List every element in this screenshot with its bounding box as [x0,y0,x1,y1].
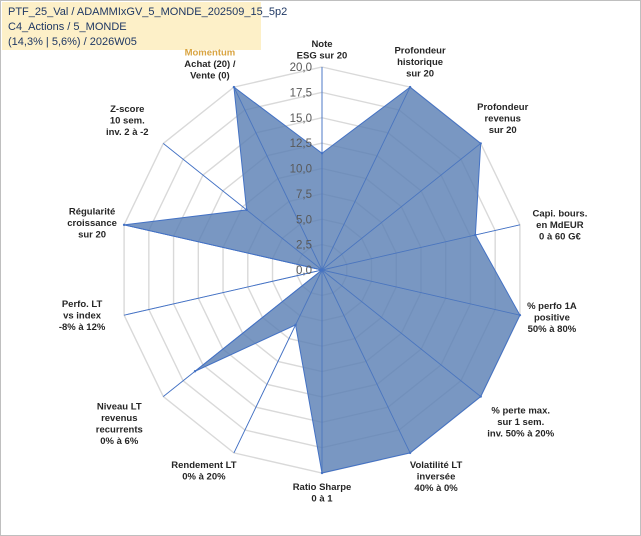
data-point [474,233,477,237]
portfolio-name: PTF_25_Val / ADAMMIxGV_5_MONDE_202509_15… [8,6,288,18]
radar-spoke-overlay [163,269,323,397]
category-label: Volatilité LT [410,460,463,471]
category-label: croissance [67,218,117,229]
category-label: -8% à 12% [59,322,106,333]
radar-spoke-overlay [321,143,481,271]
category-label: inv. 2 à -2 [106,127,149,138]
radar-series [122,67,522,475]
data-point [245,208,248,212]
category-label: Régularité [69,207,115,218]
category-label: Note [311,39,332,50]
tick-label: 17,5 [290,87,312,99]
category-label: vs index [63,310,102,321]
category-label: 10 sem. [110,115,145,126]
category-label: sur 20 [406,69,434,80]
category-label: Z-score [110,104,144,115]
radar-spoke-overlay [321,269,481,397]
category-label: historique [397,57,443,68]
tick-label: 15,0 [290,113,312,125]
data-point [294,323,297,327]
data-point [479,395,482,398]
tick-label: 20,0 [290,62,312,74]
category-label: 0% à 20% [182,471,226,482]
asset-class: C4_Actions / 5_MONDE [8,21,127,33]
category-label: 0 à 60 G€ [539,232,581,243]
data-point [193,370,197,373]
tick-label: 2,5 [296,240,312,252]
category-label: sur 1 sem. [497,417,544,428]
category-label: Profondeur [394,46,445,57]
category-label: 50% à 80% [528,324,577,335]
radar-spoke-overlay [321,86,411,271]
data-point [408,451,412,455]
category-label: Perfo. LT [62,299,103,310]
radar-spoke-overlay [321,269,411,454]
radial-tick-labels: 0,0 2,5 5,0 7,5 10,0 12,5 15,0 17,5 20,0 [290,62,312,277]
category-label: Niveau LT [97,402,142,413]
tick-label: 10,0 [290,164,312,176]
category-label: recurrents [96,425,143,436]
radar-spoke-overlay [233,269,323,454]
category-label: Profondeur [477,102,528,113]
category-label: Capi. bours. [532,209,587,220]
data-point [408,85,412,89]
category-label: 0 à 1 [311,494,333,505]
radar-spoke-overlay [124,224,323,271]
radar-spoke-overlay [124,269,323,316]
tick-label: 0,0 [296,265,312,277]
data-point [122,223,126,227]
radar-spoke-overlay [163,143,323,271]
tick-label: 12,5 [290,138,312,150]
category-label: sur 20 [489,125,517,136]
category-label: sur 20 [78,230,106,241]
tick-label: 7,5 [296,189,312,201]
category-label: revenus [101,413,137,424]
category-label: 0% à 6% [100,436,139,447]
radar-spoke-overlay [321,224,520,271]
category-label: % perte max. [491,406,550,417]
category-label: revenus [484,113,520,124]
category-label: 40% à 0% [414,483,458,494]
category-label: positive [534,312,570,323]
data-point [479,142,482,145]
category-label: inv. 50% à 20% [487,429,554,440]
data-point [320,152,324,155]
category-label: en MdEUR [536,220,584,231]
category-label: Rendement LT [171,460,236,471]
data-point [320,471,324,475]
category-label: inversée [417,471,456,482]
category-label: Ratio Sharpe [293,482,352,493]
category-label: % perfo 1A [527,301,577,312]
category-label: Vente (0) [190,71,230,82]
data-point [320,268,324,272]
tick-label: 5,0 [296,214,312,226]
category-label: Achat (20) / [184,59,236,70]
radar-spoke-overlay [233,86,323,271]
data-point [518,313,522,317]
performance-week: (14,3% | 5,6%) / 2026W05 [8,36,137,48]
radar-spoke-overlay [321,269,520,316]
category-label: ESG sur 20 [297,51,348,62]
portfolio-info-box: PTF_25_Val / ADAMMIxGV_5_MONDE_202509_15… [2,2,287,50]
category-label: Momentum [185,48,236,59]
data-point [232,85,236,89]
